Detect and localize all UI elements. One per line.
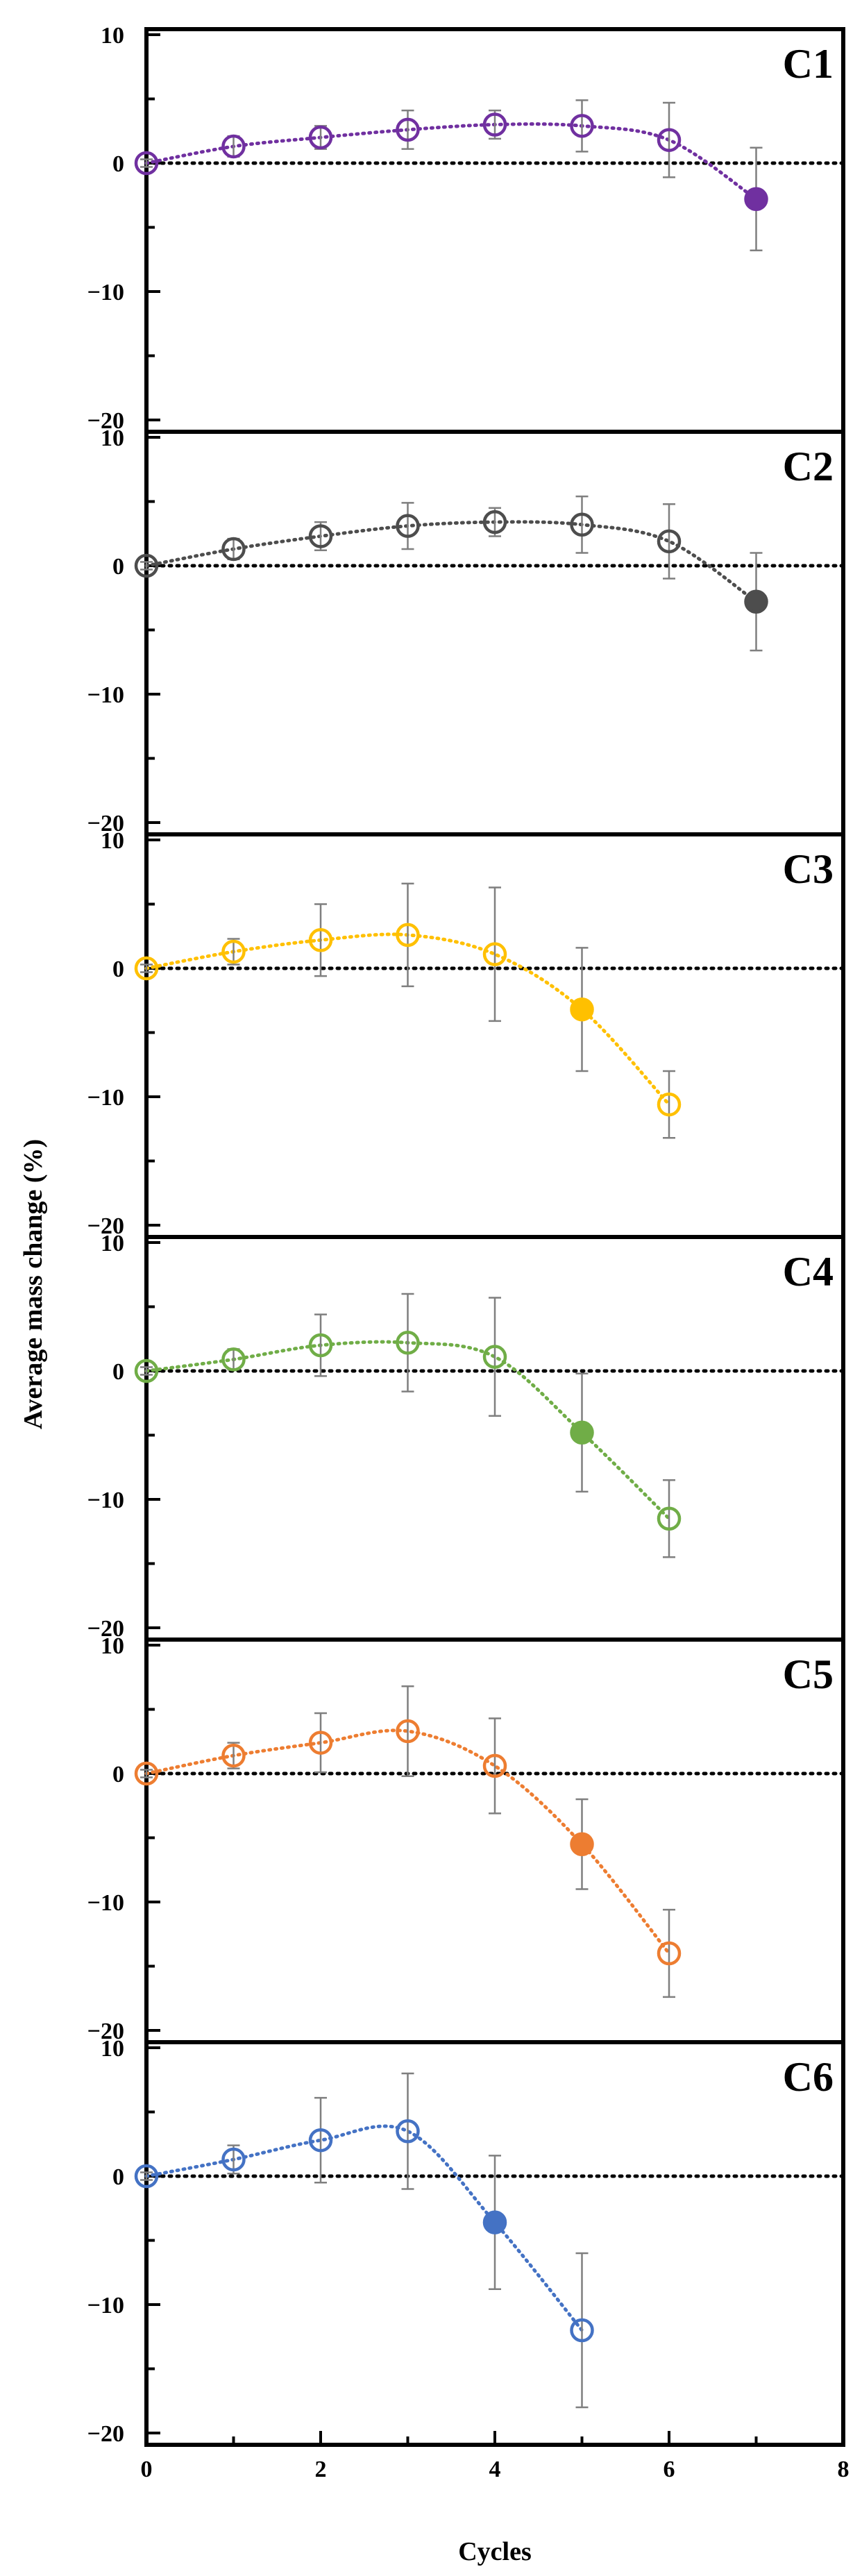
y-tick-label: −20 — [87, 1616, 124, 1642]
data-point — [570, 2318, 594, 2343]
y-tick-label: 0 — [112, 554, 124, 580]
data-point — [482, 1345, 507, 1369]
data-point-filled — [482, 2210, 507, 2234]
trend-line-c2 — [144, 520, 758, 604]
data-point — [482, 1753, 507, 1778]
y-tick-label: 10 — [101, 2036, 124, 2062]
y-tick-label: 10 — [101, 23, 124, 49]
panel-label-c5: C5 — [783, 1651, 834, 1697]
panel-frame-c5 — [144, 1638, 845, 2044]
y-tick-label: 0 — [112, 2164, 124, 2190]
data-point — [134, 553, 159, 578]
data-point — [221, 1347, 246, 1372]
data-point — [396, 1719, 420, 1744]
y-tick-label: −20 — [87, 1213, 124, 1239]
data-point — [221, 1743, 246, 1768]
y-tick-label: 0 — [112, 1762, 124, 1787]
x-tick-label: 0 — [141, 2457, 153, 2482]
data-point — [308, 928, 333, 952]
y-tick-label: 10 — [101, 1231, 124, 1256]
data-point — [570, 114, 594, 138]
y-tick-label: −20 — [87, 2421, 124, 2447]
data-point-filled — [570, 1420, 594, 1445]
trend-line-c6 — [144, 2124, 584, 2332]
data-point — [134, 151, 159, 176]
data-point — [657, 1092, 682, 1117]
data-point-filled — [744, 187, 768, 212]
data-point — [396, 1331, 420, 1355]
panel-label-c3: C3 — [783, 846, 834, 892]
data-point — [570, 512, 594, 537]
y-axis-title: Average mass change (%) — [19, 1139, 48, 1429]
data-point — [396, 117, 420, 142]
x-tick-label: 4 — [489, 2457, 501, 2482]
x-tick-label: 6 — [664, 2457, 675, 2482]
data-point — [308, 2128, 333, 2153]
y-tick-label: 10 — [101, 426, 124, 451]
y-tick-label: −10 — [87, 1488, 124, 1513]
y-tick-label: −10 — [87, 2293, 124, 2318]
data-point — [134, 1761, 159, 1786]
y-tick-label: −20 — [87, 408, 124, 434]
y-tick-label: 0 — [112, 957, 124, 982]
data-point — [221, 2147, 246, 2172]
data-point — [396, 923, 420, 948]
panel-label-c1: C1 — [783, 41, 834, 87]
panel-label-c2: C2 — [783, 444, 834, 489]
data-point — [308, 1333, 333, 1358]
y-tick-label: 10 — [101, 1633, 124, 1659]
x-tick-label: 8 — [838, 2457, 850, 2482]
data-point — [221, 939, 246, 964]
panel-frame-c2 — [144, 430, 845, 836]
y-tick-label: −10 — [87, 1890, 124, 1916]
data-point — [482, 112, 507, 137]
data-point — [482, 510, 507, 534]
y-tick-label: 0 — [112, 1359, 124, 1385]
data-point — [134, 2164, 159, 2189]
data-point-filled — [744, 589, 768, 614]
data-point — [396, 514, 420, 538]
y-tick-label: −20 — [87, 811, 124, 836]
x-tick-label: 2 — [315, 2457, 327, 2482]
data-point — [221, 134, 246, 159]
y-tick-label: −10 — [87, 280, 124, 305]
data-point — [396, 2119, 420, 2144]
data-point — [482, 942, 507, 966]
x-axis-title: Cycles — [458, 2537, 532, 2566]
panel-label-c4: C4 — [783, 1249, 834, 1295]
data-point — [134, 956, 159, 981]
y-tick-label: −10 — [87, 682, 124, 708]
data-point — [657, 1506, 682, 1531]
data-point — [308, 524, 333, 548]
data-point — [657, 128, 682, 152]
data-point-filled — [570, 1832, 594, 1856]
data-point — [657, 529, 682, 554]
panel-frame-c1 — [144, 27, 845, 434]
data-point — [657, 1941, 682, 1966]
panel-label-c6: C6 — [783, 2054, 834, 2100]
y-tick-label: −20 — [87, 2019, 124, 2044]
y-tick-label: 0 — [112, 151, 124, 177]
data-point — [134, 1358, 159, 1383]
data-point — [308, 1731, 333, 1755]
y-tick-label: 10 — [101, 828, 124, 854]
data-point — [221, 537, 246, 562]
data-point-filled — [570, 997, 594, 1022]
y-tick-label: −10 — [87, 1085, 124, 1111]
data-point — [308, 125, 333, 150]
